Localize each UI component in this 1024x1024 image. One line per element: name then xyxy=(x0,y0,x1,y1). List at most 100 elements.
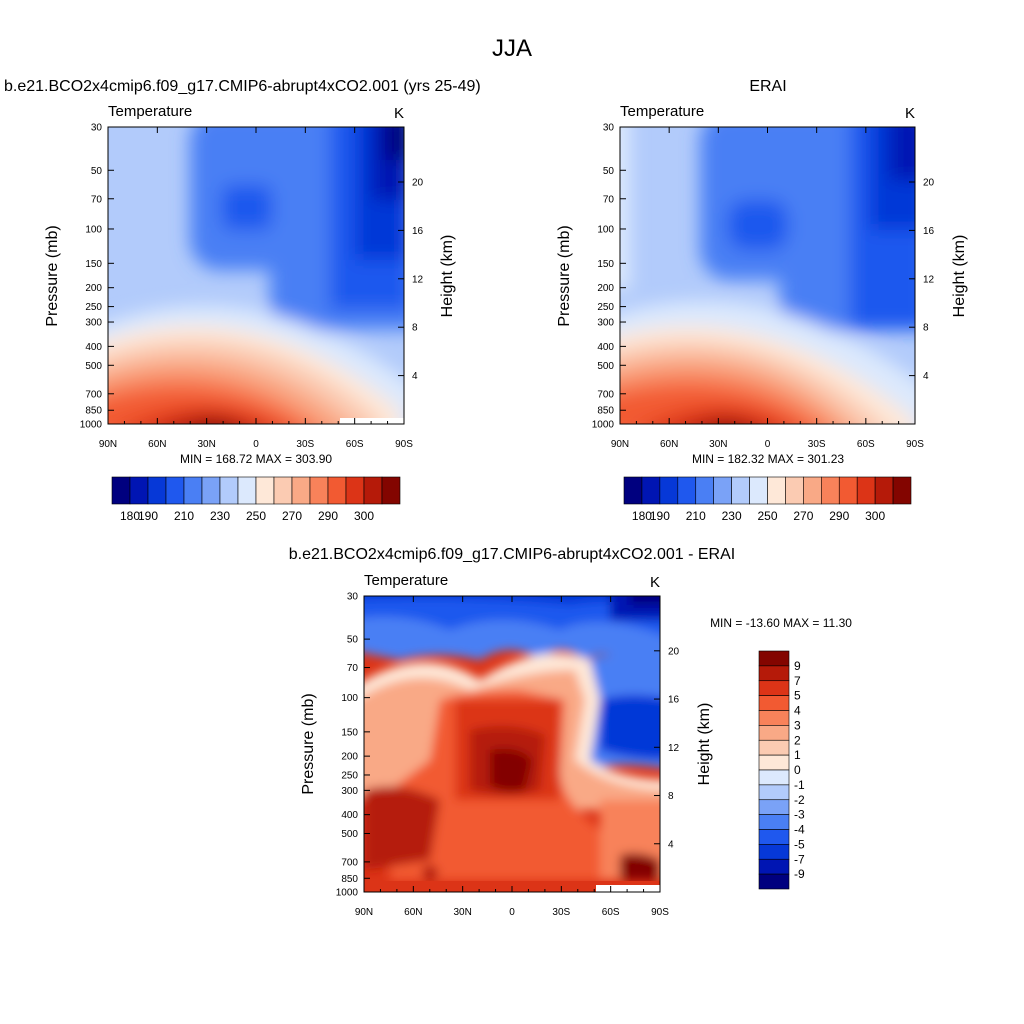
panel-erai-colorbar-swatch xyxy=(641,476,661,505)
panel-erai-x-tick-label: 60S xyxy=(857,439,875,450)
panel-model-colorbar-label: 210 xyxy=(174,509,194,523)
panel-diff-colorbar-swatch xyxy=(758,873,790,890)
panel-diff-colorbar-swatch xyxy=(758,665,790,682)
panel-erai-y2-ticks: 20 16 12 8 4 xyxy=(909,178,935,382)
panel-diff-y-tick-label: 400 xyxy=(341,810,358,821)
panel-erai-y-tick-label: 1000 xyxy=(592,420,615,431)
panel-diff-colorbar-swatch xyxy=(758,680,790,696)
panel-model-y2-ticks: 20 16 12 8 4 xyxy=(398,178,424,382)
panel-erai-y-tick-label: 50 xyxy=(603,166,615,177)
panel-erai-colorbar-swatch xyxy=(731,476,750,505)
panel-erai-stats: MIN = 182.32 MAX = 301.23 xyxy=(692,452,844,466)
panel-erai: ERAI Temperature K xyxy=(556,78,968,523)
panel-diff-y-tick-label: 30 xyxy=(347,592,359,603)
panel-diff-units: K xyxy=(650,574,660,591)
panel-model-colorbar-swatch xyxy=(219,476,239,505)
panel-model-x-tick-label: 30N xyxy=(197,439,215,450)
panel-model-y-tick-label: 500 xyxy=(85,361,102,372)
panel-diff-colorbar-label: 7 xyxy=(794,674,801,688)
panel-diff-stats: MIN = -13.60 MAX = 11.30 xyxy=(710,616,852,630)
panel-model-colorbar-label: 300 xyxy=(354,509,374,523)
panel-model: b.e21.BCO2x4cmip6.f09_g17.CMIP6-abrupt4x… xyxy=(4,78,481,523)
panel-erai-x-tick-label: 30N xyxy=(709,439,727,450)
panel-erai-colorbar-swatch xyxy=(767,476,786,505)
panel-diff-colorbar-swatch xyxy=(758,650,790,667)
panel-model-colorbar-label: 180 xyxy=(120,509,140,523)
panel-erai-x-tick-label: 90N xyxy=(611,439,629,450)
panel-erai-colorbar-label: 290 xyxy=(829,509,849,523)
panel-diff-y2-tick-label: 4 xyxy=(668,839,674,850)
panel-diff-y-tick-label: 70 xyxy=(347,663,359,674)
panel-diff-colorbar-swatch xyxy=(758,739,790,756)
panel-erai-y-tick-label: 700 xyxy=(597,389,614,400)
panel-model-y-tick-label: 50 xyxy=(91,166,103,177)
panel-erai-ylabel: Pressure (mb) xyxy=(556,225,573,326)
panel-diff-colorbar-label: 0 xyxy=(794,763,801,777)
panel-erai-colorbar-label: 210 xyxy=(686,509,706,523)
panel-erai-title: ERAI xyxy=(749,78,786,95)
panel-diff-y-tick-label: 250 xyxy=(341,770,358,781)
panel-erai-colorbar-swatch xyxy=(749,476,768,505)
panel-erai-y-tick-label: 30 xyxy=(603,123,615,134)
panel-erai-y-ticks: 30 50 70 100 150 200 250 300 400 500 700 850 1000 xyxy=(592,123,626,431)
panel-diff-y2-ticks: 20 16 12 8 4 xyxy=(654,646,680,850)
panel-diff-x-tick-label: 0 xyxy=(509,907,515,918)
panel-diff-y2-tick-label: 12 xyxy=(668,743,680,754)
panel-model-colorbar-swatch xyxy=(147,476,167,505)
panel-erai-y-tick-label: 100 xyxy=(597,224,614,235)
panel-diff-y-tick-label: 300 xyxy=(341,786,358,797)
panel-erai-axes: 90N 60N 30N 0 30S 60S 90S 30507010015020025030… xyxy=(592,123,935,451)
panel-diff-ylabel: Pressure (mb) xyxy=(300,693,317,794)
panel-diff-colorbar-label: -5 xyxy=(794,837,805,851)
panel-diff-colorbar-label: -7 xyxy=(794,852,805,866)
panel-model-units: K xyxy=(394,105,404,122)
panel-diff-colorbar-label: -1 xyxy=(794,778,805,792)
panel-diff-colorbar-swatch xyxy=(758,725,790,741)
panel-model-colorbar-swatch xyxy=(273,476,293,505)
panel-model-y-tick-label: 30 xyxy=(91,123,103,134)
panel-diff: b.e21.BCO2x4cmip6.f09_g17.CMIP6-abrupt4x… xyxy=(289,546,852,918)
panel-erai-x-tick-label: 90S xyxy=(906,439,924,450)
panel-diff-x-ticks: 90N 60N 30N 0 30S 60S 90S xyxy=(355,596,669,918)
panel-model-y-tick-label: 150 xyxy=(85,259,102,270)
panel-diff-y-tick-label: 200 xyxy=(341,752,358,763)
panel-model-y-tick-label: 400 xyxy=(85,342,102,353)
panel-diff-colorbar-swatch xyxy=(758,799,790,815)
panel-erai-field xyxy=(620,127,915,424)
panel-erai-y-tick-label: 250 xyxy=(597,302,614,313)
panel-diff-colorbar-swatch xyxy=(758,844,790,860)
panel-erai-colorbar-swatch xyxy=(713,476,732,505)
panel-diff-colorbar-swatch xyxy=(758,858,790,875)
panel-diff-y2label: Height (km) xyxy=(696,703,713,786)
panel-model-x-tick-label: 30S xyxy=(296,439,314,450)
panel-erai-y-tick-label: 150 xyxy=(597,259,614,270)
panel-model-y-tick-label: 850 xyxy=(85,406,102,417)
panel-diff-y-tick-label: 50 xyxy=(347,635,359,646)
panel-diff-colorbar-swatch xyxy=(758,814,790,830)
panel-model-colorbar-swatch xyxy=(165,476,185,505)
panel-diff-colorbar-label: 9 xyxy=(794,659,801,673)
panel-diff-y2-tick-label: 8 xyxy=(668,791,674,802)
panel-erai-colorbar-label: 230 xyxy=(722,509,742,523)
panel-diff-colorbar-swatch xyxy=(758,829,790,845)
panel-diff-x-tick-label: 30N xyxy=(453,907,471,918)
panel-model-x-tick-label: 60N xyxy=(148,439,166,450)
panel-diff-colorbar-label: -2 xyxy=(794,793,805,807)
panel-erai-y-tick-label: 500 xyxy=(597,361,614,372)
panel-erai-colorbar-label: 180 xyxy=(632,509,652,523)
panel-erai-y-tick-label: 200 xyxy=(597,283,614,294)
panel-erai-colorbar-swatch xyxy=(874,476,894,505)
panel-model-y2-tick-label: 12 xyxy=(412,274,424,285)
panel-diff-colorbar-label: -4 xyxy=(794,823,805,837)
panel-erai-colorbar-swatch xyxy=(695,476,714,505)
panel-model-colorbar-label: 230 xyxy=(210,509,230,523)
panel-erai-colorbar-label: 190 xyxy=(650,509,670,523)
panel-diff-colorbar-swatch xyxy=(758,769,790,786)
panel-model-colorbar-swatch xyxy=(201,476,221,505)
panel-diff-colorbar-label: 1 xyxy=(794,748,801,762)
panel-diff-x-tick-label: 90N xyxy=(355,907,373,918)
panel-erai-colorbar-swatch xyxy=(838,476,858,505)
